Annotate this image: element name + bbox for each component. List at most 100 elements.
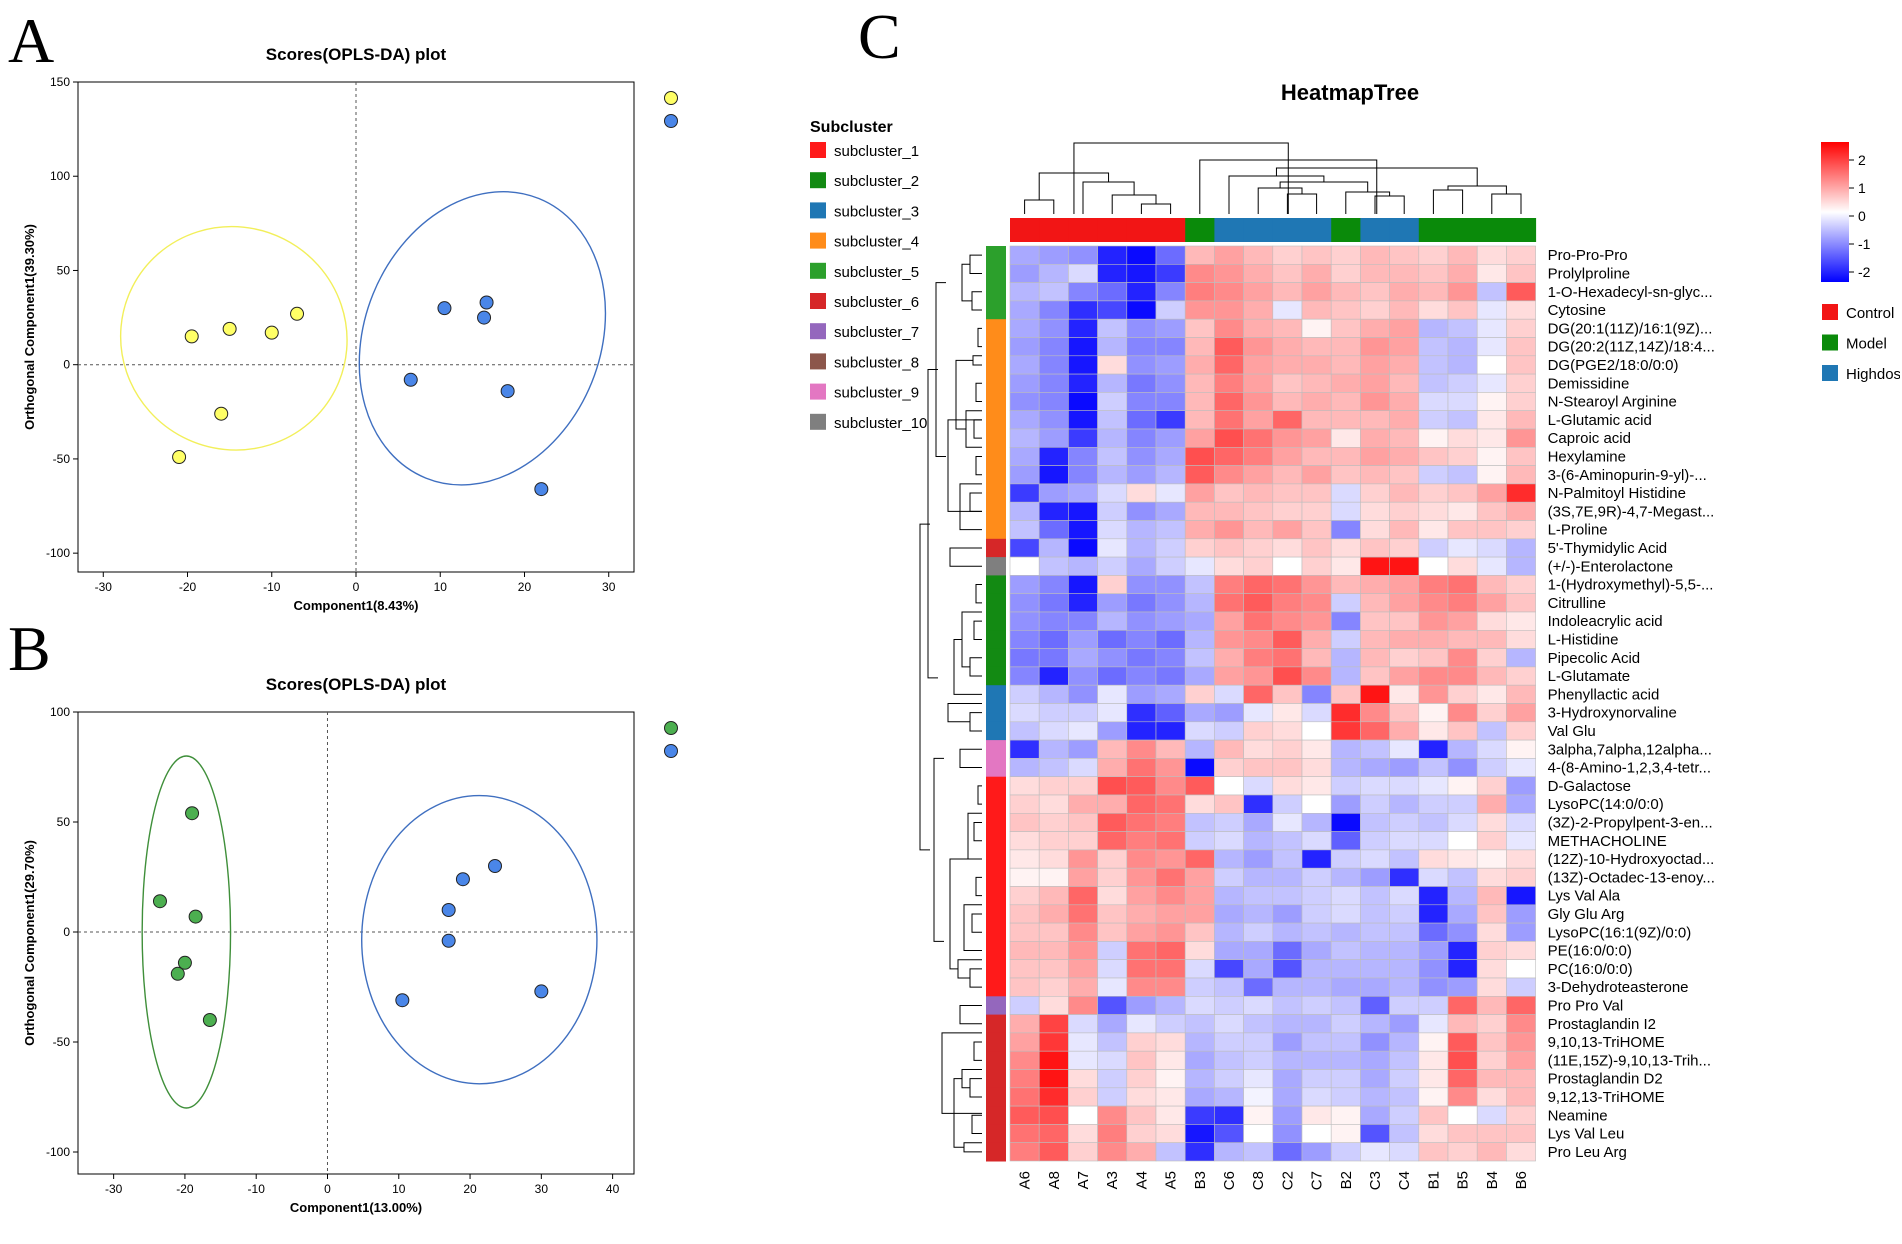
heatmap-cell [1301,501,1332,521]
heatmap-cell [1243,410,1274,430]
y-tick-label: 0 [63,358,70,372]
heatmap-cell [1126,758,1157,778]
heatmap-cell [1476,941,1507,961]
heatmap-cell [1389,446,1420,466]
heatmap-cell [1155,575,1186,595]
heatmap-cell [1243,1087,1274,1107]
heatmap-cell [1389,392,1420,411]
heatmap-cell [1389,1087,1420,1107]
heatmap-cell [1330,904,1361,924]
heatmap-cell [1038,721,1069,741]
heatmap-cell [1214,373,1244,393]
subcluster-bar-segment [986,1014,1006,1034]
heatmap-cell [1126,282,1157,302]
heatmap-cell [1476,849,1507,869]
heatmap-cell [1506,337,1536,357]
heatmap-cell [1389,1032,1420,1052]
heatmap-cell [1447,1142,1478,1162]
heatmap-cell [1476,410,1507,430]
heatmap-cell [1301,593,1332,613]
heatmap-cell [1243,904,1274,924]
column-label: B1 [1425,1171,1442,1189]
heatmap-cell [1068,794,1098,814]
data-point-highdose [264,325,279,340]
legend-marker-model [664,114,678,128]
heatmap-cell [1418,410,1449,430]
row-label: Citrulline [1548,595,1606,612]
heatmap-cell [1418,703,1449,723]
y-tick-label: 0 [63,925,70,939]
heatmap-cell [1506,263,1536,283]
column-dendrogram-branch [1082,181,1135,214]
heatmap-cell [1330,556,1361,576]
heatmap-cell [1126,922,1157,942]
confidence-ellipse-model [361,794,598,1085]
heatmap-cell [1009,575,1040,595]
heatmap-cell [1506,446,1536,466]
heatmap-cell [1360,684,1390,704]
heatmap-cell [1330,831,1361,851]
column-label: C6 [1221,1171,1238,1190]
heatmap-cell [1476,245,1507,265]
heatmap-cell [1389,428,1420,448]
heatmap-cell [1038,611,1069,631]
heatmap-cell [1038,922,1069,942]
row-label: Phenyllactic acid [1548,686,1660,703]
heatmap-cell [1155,501,1186,521]
heatmap-cell [1155,812,1186,832]
heatmap-cell [1214,666,1244,686]
heatmap-cell [1038,776,1069,796]
y-tick-label: 100 [50,169,70,183]
heatmap-cell [1272,977,1303,997]
heatmap-cell [1301,666,1332,686]
heatmap-cell [1097,776,1128,796]
subcluster-bar-segment [986,1142,1006,1162]
heatmap-cell [1214,629,1244,649]
heatmap-cell [1214,648,1244,668]
heatmap-cell [1214,556,1244,576]
heatmap-cell [1330,611,1361,631]
heatmap-cell [1009,904,1040,924]
heatmap-cell [1360,666,1390,686]
heatmap-cell [1301,648,1332,668]
heatmap-cell [1243,959,1274,979]
heatmap-cell [1418,1069,1449,1089]
subcluster-bar-segment [986,502,1006,521]
x-tick-label: -30 [95,580,113,594]
data-point-control [177,955,192,970]
heatmap-cell [1068,922,1098,942]
row-label: DG(20:1(11Z)/16:1(9Z)... [1548,320,1713,337]
row-label: N-Palmitoyl Histidine [1548,485,1686,502]
heatmap-cell [1155,1032,1186,1052]
heatmap-cell [1038,849,1069,869]
heatmap-cell [1476,904,1507,924]
heatmap-cell [1126,812,1157,832]
heatmap-cell [1243,776,1274,796]
heatmap-cell [1506,959,1536,979]
heatmap-cell [1126,520,1157,540]
heatmap-cell [1214,282,1244,302]
heatmap-cell [1068,941,1098,961]
heatmap-cell [1155,1050,1186,1070]
heatmap-cell [1243,739,1274,759]
heatmap-cell [1214,1050,1244,1070]
heatmap-cell [1097,611,1128,631]
row-dendrogram-branch [973,821,982,842]
heatmap-cell [1097,904,1128,924]
heatmap-cell [1272,758,1303,778]
heatmap-cell [1272,446,1303,466]
heatmap-cell [1272,941,1303,961]
column-label: B6 [1513,1171,1530,1189]
chart-title: Scores(OPLS-DA) plot [266,45,447,64]
heatmap-cell [1214,355,1244,375]
column-label: A4 [1133,1171,1150,1189]
heatmap-cell [1447,812,1478,832]
subcluster-bar-segment [986,355,1006,375]
heatmap-cell [1301,1050,1332,1070]
subcluster-bar-segment [986,886,1006,906]
heatmap-cell [1155,428,1186,448]
heatmap-cell [1126,739,1157,759]
heatmap-cell [1009,721,1040,741]
heatmap-cell [1097,355,1128,375]
group-bar-model [1418,218,1449,242]
